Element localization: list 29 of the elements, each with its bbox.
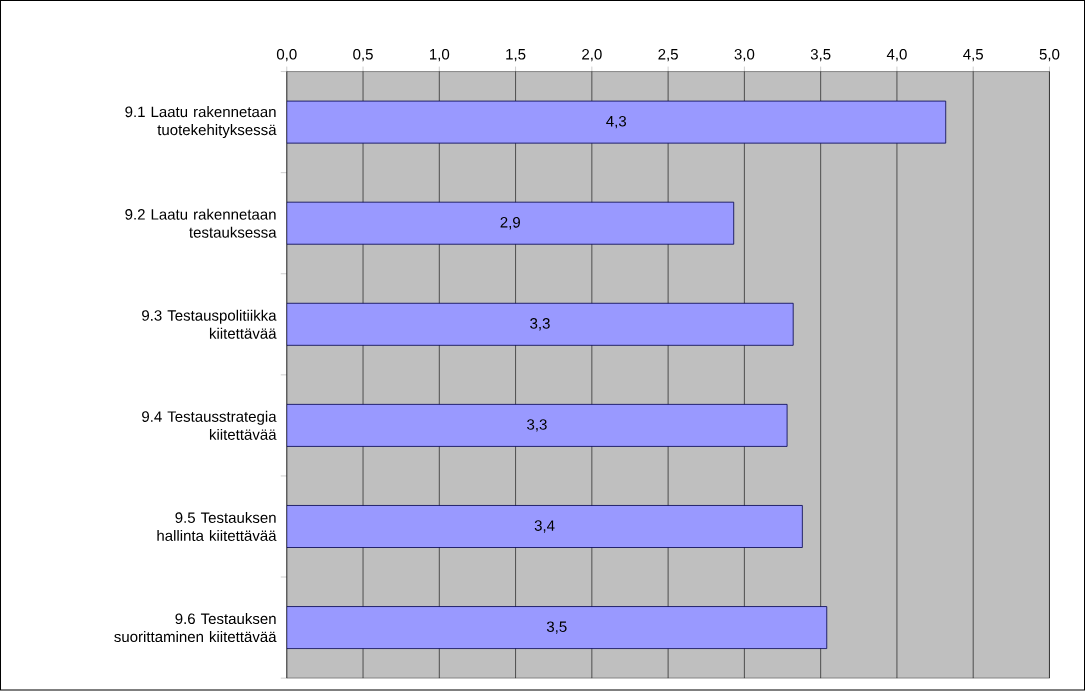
x-tick-label: 2,0 [582,49,602,62]
x-tick-label: 0,0 [276,49,297,62]
x-tick-label: 3,0 [734,49,755,62]
data-label: 3,4 [534,520,555,533]
data-label: 3,3 [530,318,550,331]
x-tick-label: 3,5 [810,49,831,62]
data-label: 2,9 [500,217,520,230]
y-tick-label: 9.1 Laatu rakennetaan tuotekehityksessä [125,106,277,139]
y-tick-label: 9.6 Testauksen suorittaminen kiitettävää [114,613,277,643]
data-label: 3,3 [527,419,547,432]
x-tick-label: 1,0 [430,49,450,62]
x-tick-label: 5,0 [1039,49,1060,62]
bar [286,606,828,650]
x-tick-label: 0,5 [353,49,373,62]
x-tick-label: 1,5 [506,49,526,62]
bar [286,505,803,549]
y-tick-label: 9.3 Testauspolitiikka kiitettävää [142,309,277,339]
bar [286,201,735,245]
bar [286,100,947,144]
y-tick-label: 9.5 Testauksen hallinta kiitettävää [157,512,277,542]
data-label: 3,5 [546,621,567,634]
x-tick-label: 2,5 [658,49,678,62]
x-tick-label: 4,5 [963,49,984,62]
x-tick-label: 4,0 [886,49,907,62]
y-tick-label: 9.4 Testausstrategia kiitettävää [142,411,277,441]
bar [286,404,788,447]
data-label: 4,3 [606,116,627,129]
bar [286,303,794,346]
y-tick-label: 9.2 Laatu rakennetaan testauksessa [125,208,277,238]
